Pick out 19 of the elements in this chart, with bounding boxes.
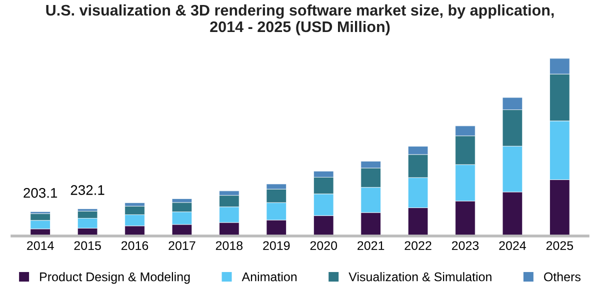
- x-tick-label: 2021: [358, 241, 384, 250]
- legend-label: Product Design & Modeling: [40, 272, 190, 284]
- x-tick-label: 2017: [168, 241, 196, 250]
- x-tick-label: 2025: [546, 241, 574, 250]
- legend-label: Visualization & Simulation: [348, 272, 492, 282]
- x-tick-label: 2020: [310, 241, 338, 250]
- x-tick-label: 2016: [121, 241, 148, 250]
- x-tick-label: 2024: [499, 241, 526, 250]
- x-tick-label: 2015: [74, 241, 101, 250]
- x-tick-label: 2014: [27, 241, 54, 250]
- x-tick-label: 2022: [404, 241, 432, 250]
- legend-label: Others: [544, 272, 581, 282]
- x-tick-label: 2018: [216, 241, 243, 250]
- x-tick-label: 2019: [263, 241, 290, 250]
- annotation: 232.1: [70, 185, 104, 195]
- x-tick-label: 2023: [452, 241, 479, 250]
- chart-title: U.S. visualization & 3D rendering software market size, by application, 2014 - 2025 (USD Million): [46, 4, 554, 36]
- annotation: 203.1: [24, 188, 58, 198]
- legend-label: Animation: [242, 272, 297, 282]
